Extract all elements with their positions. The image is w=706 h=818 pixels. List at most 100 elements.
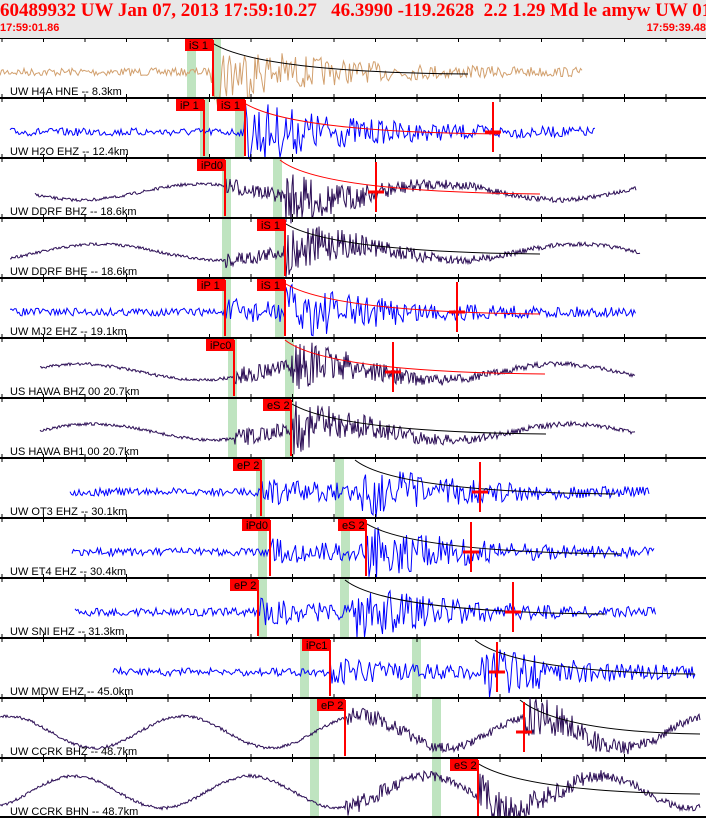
trace-3[interactable]: iS 1 UW DDRF BHE -- 18.6km (0, 214, 706, 278)
travel-time-curve (474, 639, 696, 675)
pick-window (432, 759, 441, 818)
waveform (71, 527, 655, 579)
pick-label: iS 1 (221, 100, 240, 112)
pick-window (275, 219, 284, 278)
pick-flag[interactable] (338, 519, 366, 531)
station-label: UW ET4 EHZ -- 30.4km (10, 566, 126, 578)
pick-flag[interactable] (197, 159, 225, 171)
travel-time-curve (360, 519, 622, 555)
pick-window (273, 159, 282, 218)
waveform (9, 283, 636, 337)
pick-window (235, 99, 244, 158)
trace-0[interactable]: iS 1 UW H4A HNE -- 8.3km (0, 38, 706, 108)
pick-window (228, 339, 237, 398)
pick-window (222, 279, 231, 338)
start-time: 17:59:01.86 (0, 22, 60, 34)
station-label: UW H4A HNE -- 8.3km (10, 86, 122, 98)
station-label: UW CCRK BHZ -- 48.7km (10, 746, 137, 758)
pick-label: eS 2 (342, 520, 365, 532)
pick-window (285, 399, 294, 458)
pick-window (258, 579, 267, 638)
trace-12[interactable]: eS 2 UW CCRK BHN -- 48.7km (0, 754, 706, 818)
pick-label: iS 1 (261, 220, 280, 232)
station-label: US HAWA BHZ 00 20.7km (10, 386, 139, 398)
pick-label: eS 2 (267, 400, 290, 412)
travel-time-curve (279, 159, 541, 195)
trace-1[interactable]: iP 1 iS 1 UW H2O EHZ -- 12.4km (0, 94, 706, 161)
pick-label: iS 1 (189, 40, 208, 52)
travel-time-curve (284, 339, 546, 375)
pick-flag[interactable] (185, 39, 213, 51)
waveform (74, 589, 656, 638)
trace-4[interactable]: iP 1 iS 1 UW MJ2 EHZ -- 19.1km (0, 274, 706, 338)
pick-window (310, 759, 319, 818)
pick-window (412, 639, 421, 698)
station-label: UW MJ2 EHZ -- 19.1km (10, 326, 127, 338)
waveform (39, 342, 636, 390)
pick-window (310, 699, 319, 758)
waveform (0, 770, 701, 818)
pick-label: iP 1 (180, 100, 199, 112)
waveform (10, 226, 641, 278)
pick-window (187, 39, 196, 98)
station-label: UW SNI EHZ -- 31.3km (10, 626, 124, 638)
trace-9[interactable]: eP 2 UW SNI EHZ -- 31.3km (0, 574, 706, 638)
pick-flag[interactable] (217, 99, 245, 111)
pick-label: iPc0 (210, 340, 231, 352)
pick-window (432, 699, 441, 758)
event-title: 60489932 UW Jan 07, 2013 17:59:10.27 46.… (0, 0, 706, 21)
pick-flag[interactable] (197, 279, 225, 291)
pick-flag[interactable] (257, 279, 285, 291)
end-time: 17:59:39.48 (646, 22, 706, 34)
pick-label: iP 1 (201, 280, 220, 292)
pick-label: iPd0 (246, 520, 268, 532)
travel-time-curve (239, 99, 501, 135)
pick-label: eP 2 (237, 460, 259, 472)
waveform (112, 649, 696, 698)
travel-time-curve (354, 459, 616, 495)
station-label: UW OT3 EHZ -- 30.1km (10, 506, 127, 518)
trace-5[interactable]: iPc0 US HAWA BHZ 00 20.7km (0, 334, 706, 398)
pick-window (212, 39, 221, 98)
pick-label: iPd0 (201, 160, 223, 172)
trace-2[interactable]: iPd0 UW DDRF BHZ -- 18.6km (0, 154, 706, 224)
waveform (69, 471, 650, 519)
pick-flag[interactable] (263, 399, 291, 411)
waveform (34, 174, 637, 224)
pick-flag[interactable] (230, 579, 258, 591)
trace-6[interactable]: eS 2 US HAWA BH1 00 20.7km (0, 394, 706, 458)
travel-time-curve (472, 759, 701, 795)
waveform (0, 53, 583, 108)
travel-time-curve (207, 39, 469, 75)
pick-window (222, 219, 231, 278)
pick-window (300, 639, 309, 698)
pick-label: eP 2 (234, 580, 256, 592)
seismogram-panel[interactable]: iS 1 UW H4A HNE -- 8.3km iP 1 iS 1 UW H2O EH… (0, 38, 706, 818)
pick-flag[interactable] (317, 699, 345, 711)
pick-window (258, 519, 267, 578)
pick-flag[interactable] (302, 639, 330, 651)
trace-7[interactable]: eP 2 UW OT3 EHZ -- 30.1km (0, 454, 706, 519)
travel-time-curve (279, 219, 541, 255)
pick-flag[interactable] (233, 459, 261, 471)
station-label: UW H2O EHZ -- 12.4km (10, 146, 129, 158)
pick-label: eP 2 (321, 700, 343, 712)
header-bar: 60489932 UW Jan 07, 2013 17:59:10.27 46.… (0, 0, 706, 38)
pick-flag[interactable] (176, 99, 204, 111)
pick-window (335, 459, 344, 518)
trace-11[interactable]: eP 2 UW CCRK BHZ -- 48.7km (0, 694, 706, 758)
trace-8[interactable]: iPd0 eS 2 UW ET4 EHZ -- 30.4km (0, 514, 706, 579)
travel-time-curve (519, 699, 701, 735)
trace-10[interactable]: iPc1 UW MDW EHZ -- 45.0km (0, 634, 706, 698)
station-label: UW CCRK BHN -- 48.7km (10, 806, 138, 818)
pick-flag[interactable] (242, 519, 270, 531)
pick-flag[interactable] (450, 759, 478, 771)
pick-flag[interactable] (257, 219, 285, 231)
waveform (39, 401, 636, 455)
travel-time-curve (344, 579, 606, 615)
pick-window (228, 399, 237, 458)
travel-time-curve (285, 399, 547, 435)
station-label: US HAWA BH1 00 20.7km (10, 446, 139, 458)
pick-flag[interactable] (206, 339, 234, 351)
pick-label: eS 2 (454, 760, 477, 772)
